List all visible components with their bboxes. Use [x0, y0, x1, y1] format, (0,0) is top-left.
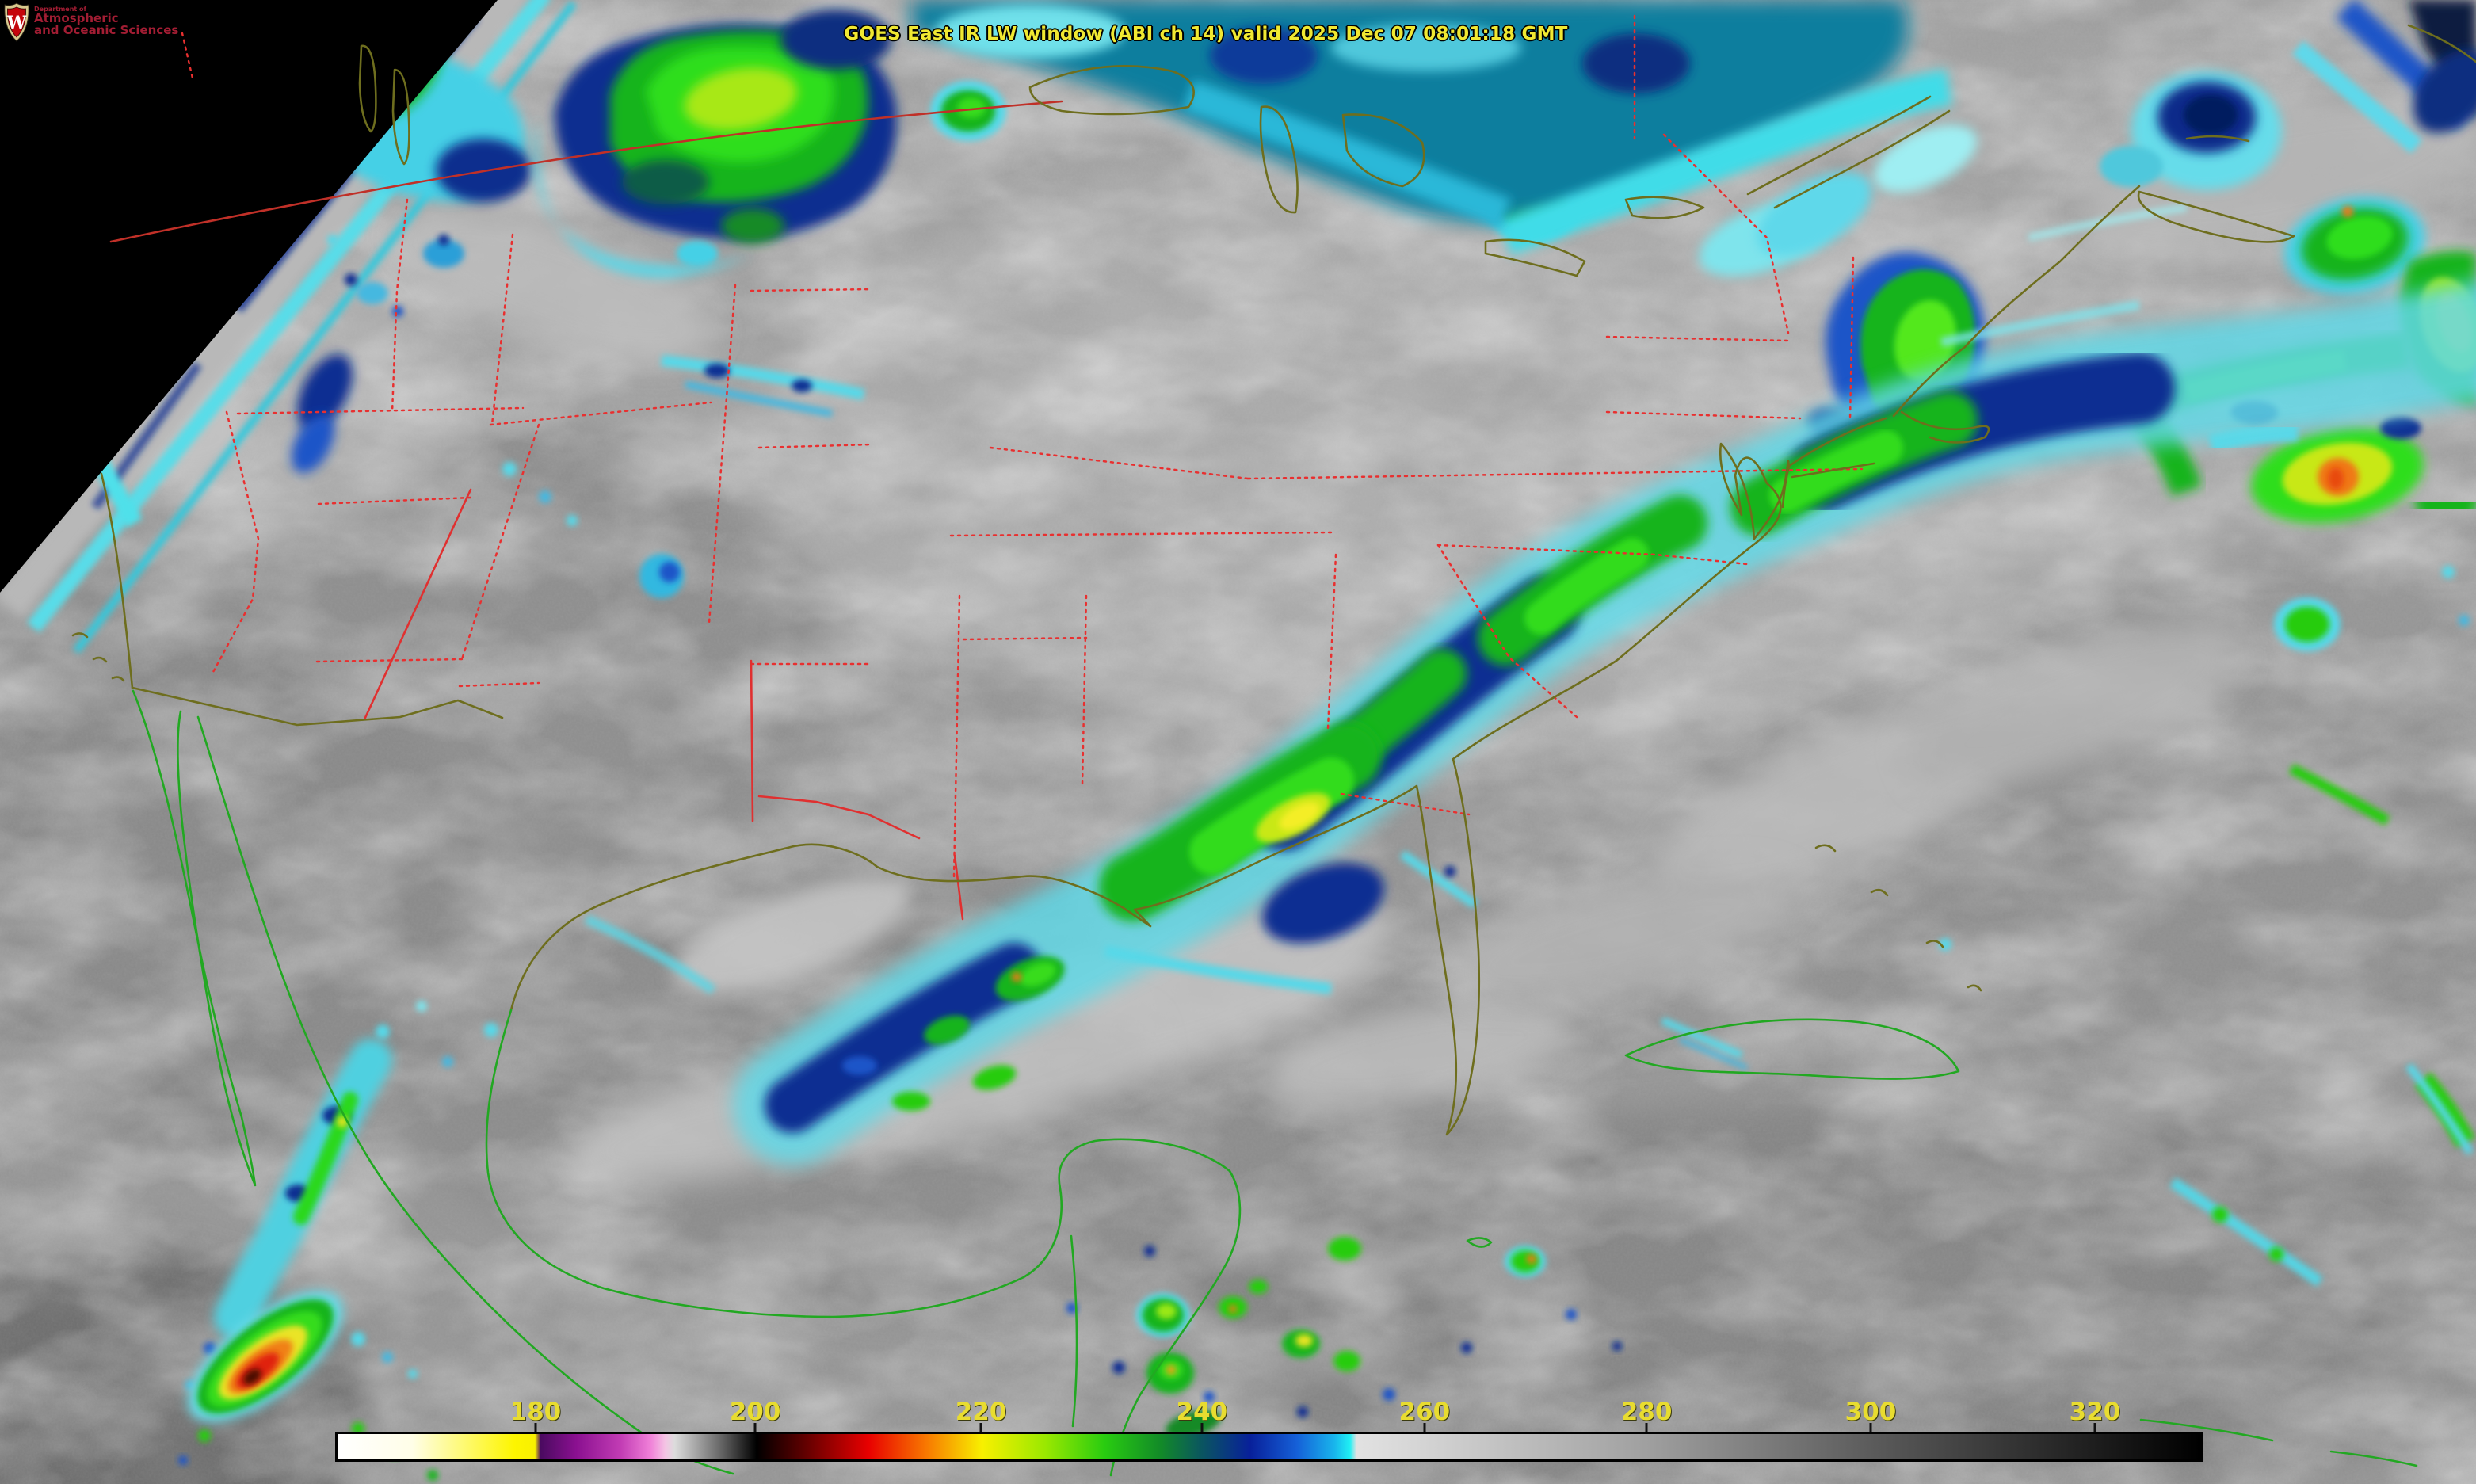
lake-superior — [1028, 65, 1195, 116]
colorbar-tick — [1869, 1423, 1872, 1432]
svg-text:W: W — [6, 13, 27, 33]
border-us-mexico — [131, 686, 504, 727]
uw-crest-icon: W — [4, 2, 29, 42]
colorbar-tick — [1645, 1423, 1648, 1432]
coast-baja — [132, 689, 257, 1187]
coast-cape-cod — [1900, 410, 1990, 444]
colorbar-tick-label: 240 — [1176, 1398, 1228, 1426]
logo-line-atmospheric: Atmospheric — [34, 11, 119, 26]
coast-cuba — [1624, 1018, 1960, 1080]
coast-newfoundland — [2407, 24, 2476, 63]
cloud-band-mexico — [185, 1001, 427, 1390]
logo-line-oceanic: and Oceanic Sciences — [34, 23, 179, 38]
lake-erie — [1484, 238, 1586, 277]
temperature-colorbar: 180 200 220 240 260 280 300 320 — [335, 1396, 2203, 1469]
coast-gulf-atlantic — [509, 442, 1791, 1136]
coast-pei — [2185, 135, 2250, 143]
border-us-canada — [109, 100, 1063, 243]
coast-mexico-gulf — [485, 1009, 1242, 1477]
storm-complex-upper-midwest — [533, 24, 897, 277]
coast-nova-scotia — [2137, 190, 2295, 243]
coast-california — [100, 472, 134, 689]
uw-aos-logo: W Department of Atmospheric and Oceanic … — [3, 2, 178, 42]
cloud-streaks-southeast-atlantic — [2169, 566, 2475, 1287]
logo-line-department: Department of — [34, 6, 87, 13]
bahamas — [1814, 844, 1982, 992]
colorbar-tick-label: 300 — [1845, 1398, 1897, 1426]
coast-long-island — [1791, 462, 1875, 479]
colorbar-tick — [2093, 1423, 2096, 1432]
colorbar-ticks: 180 200 220 240 260 280 300 320 — [335, 1396, 2203, 1469]
coast-new-england — [1892, 185, 2141, 418]
colorbar-tick-label: 280 — [1620, 1398, 1673, 1426]
colorbar-tick-label: 320 — [2069, 1398, 2121, 1426]
state-borders — [211, 14, 1864, 878]
lake-michigan — [1259, 105, 1299, 214]
lake-ontario — [1624, 196, 1705, 219]
colorbar-tick — [753, 1423, 757, 1432]
colorbar-tick-label: 180 — [509, 1398, 562, 1426]
colorbar-gradient — [335, 1432, 2203, 1462]
storm-new-brunswick — [2100, 71, 2282, 190]
map-border-overlays — [71, 14, 2476, 1477]
frontal-band-gulf-to-atlantic — [442, 204, 2476, 1165]
convective-cells-caribbean — [1066, 1237, 1622, 1438]
colorbar-tick — [1200, 1423, 1204, 1432]
isle-of-youth — [1466, 1237, 1493, 1248]
channel-islands — [71, 632, 125, 682]
image-title: GOES East IR LW window (ABI ch 14) valid… — [844, 24, 1568, 44]
coast-hispaniola — [2139, 1418, 2418, 1467]
scattered-cloud-debris — [327, 235, 1951, 1070]
coastlines-green — [132, 689, 2418, 1477]
lake-huron — [1341, 113, 1425, 188]
cold-deck-eastern-canada — [780, 0, 1978, 277]
coast-st-lawrence — [1746, 95, 1932, 196]
colorbar-tick — [1423, 1423, 1426, 1432]
solid-state-borders — [363, 488, 964, 921]
storm-cell-pacific-mexico — [188, 1291, 343, 1422]
coastlines-olive — [71, 24, 2476, 1136]
space-limb — [0, 0, 498, 593]
colorbar-tick-label: 220 — [955, 1398, 1007, 1426]
coast-belize — [1070, 1234, 1078, 1428]
colorbar-tick — [979, 1423, 982, 1432]
canada-lakes — [358, 44, 410, 166]
colorbar-tick-label: 200 — [729, 1398, 781, 1426]
cloud-top-right-corner — [2291, 0, 2476, 154]
colorbar-tick — [534, 1423, 537, 1432]
colorbar-tick-label: 260 — [1398, 1398, 1451, 1426]
